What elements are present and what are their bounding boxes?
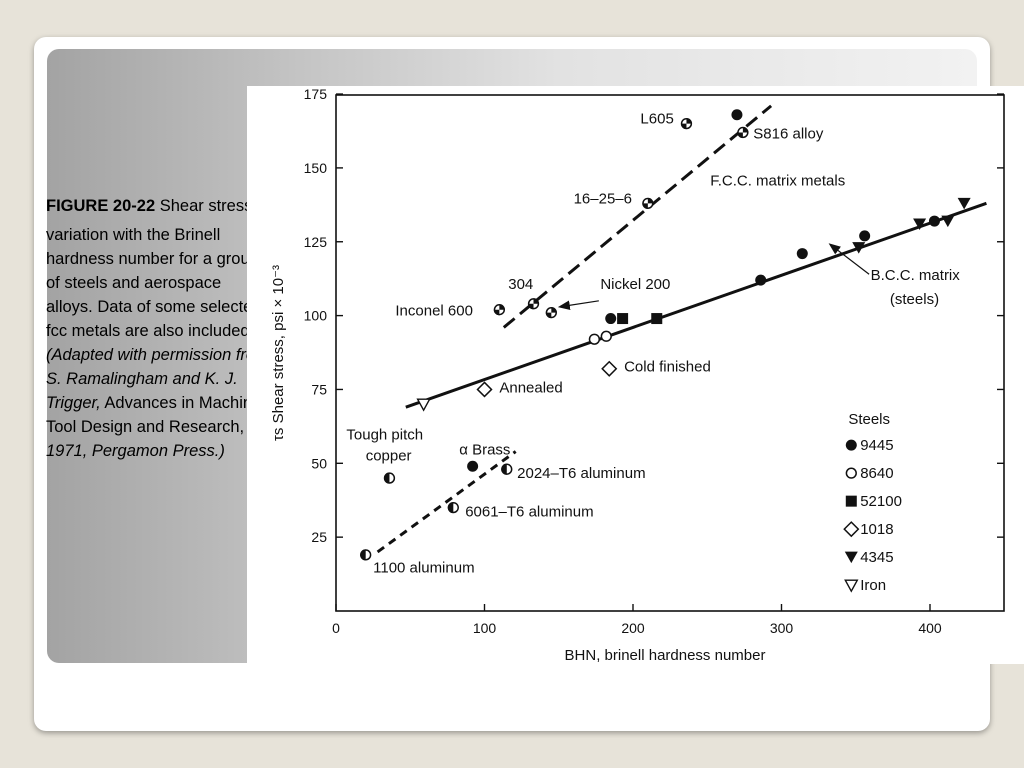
caption-label: FIGURE 20-22	[46, 197, 156, 215]
data-point	[476, 381, 493, 398]
data-point	[913, 218, 927, 231]
legend-marker	[845, 495, 857, 507]
data-point	[527, 298, 540, 310]
data-point	[796, 248, 808, 260]
shear-stress-chart: 0 100 200 300 400 25 50 75 100 125 150 175 BHN, brin…	[270, 86, 1005, 664]
legend-marker	[843, 521, 860, 538]
annotation-label: 1100 aluminum	[373, 560, 474, 577]
x-tick-label: 100	[473, 620, 497, 636]
data-point	[941, 215, 955, 228]
annotation-label: copper	[366, 447, 412, 464]
chart-area: 0 100 200 300 400 25 50 75 100 125 150 175 BHN, brin…	[247, 86, 1024, 664]
legend-marker	[845, 467, 857, 479]
annotation-label: S816 alloy	[753, 125, 824, 142]
x-tick-label: 300	[770, 620, 794, 636]
annotation-label: Tough pitch	[346, 427, 423, 444]
data-point	[755, 274, 767, 286]
plot-frame	[335, 94, 1005, 612]
data-point	[467, 460, 479, 472]
legend-label: 9445	[860, 437, 893, 454]
legend-label: Iron	[860, 577, 886, 594]
annotation-arrow	[557, 300, 599, 311]
data-point	[928, 215, 940, 227]
legend-label: 1018	[860, 521, 893, 538]
y-tick-label: 50	[311, 455, 327, 471]
data-point	[601, 360, 618, 377]
annotation-label: 304	[508, 276, 533, 293]
y-tick-label: 125	[304, 234, 328, 250]
data-point	[447, 501, 459, 514]
y-axis-label: τs Shear stress, psi × 10⁻³	[270, 265, 287, 441]
data-point	[416, 398, 431, 412]
annotation-label: Annealed	[499, 379, 562, 396]
x-tick-label: 200	[621, 620, 645, 636]
legend-label: 4345	[860, 549, 893, 566]
data-point	[600, 330, 612, 342]
caption-text1: Shear stress τ	[155, 197, 264, 215]
annotation-label: 6061–T6 aluminum	[465, 503, 593, 520]
y-tick-label: 75	[311, 381, 327, 397]
data-point	[545, 306, 557, 319]
caption-text2: variation with the Brinell hardness numb…	[46, 226, 262, 341]
x-axis-label: BHN, brinell hardness number	[565, 647, 766, 664]
annotation-label: B.C.C. matrix	[871, 267, 961, 284]
data-point	[852, 242, 866, 254]
data-point	[651, 313, 663, 325]
figure-caption: FIGURE 20-22 Shear stress τs variation w…	[46, 194, 272, 463]
y-tick-label: 150	[304, 160, 328, 176]
data-point	[680, 117, 693, 130]
caption-journal: Advances in Machine Tool Design and Rese…	[46, 394, 262, 437]
fit-line	[405, 201, 987, 409]
data-point	[731, 109, 743, 121]
annotation-label: (steels)	[890, 291, 939, 308]
annotation-label: α Brass	[459, 441, 510, 458]
caption-adapted: (Adapted with permission from S. Ramalin…	[46, 346, 269, 413]
y-tick-label: 100	[304, 308, 328, 324]
legend-title: Steels	[848, 411, 890, 428]
data-point	[617, 313, 629, 325]
annotation-label: Inconel 600	[395, 303, 473, 320]
annotation-label: 2024–T6 aluminum	[517, 465, 645, 482]
legend-label: 8640	[860, 465, 893, 482]
annotation-arrow	[828, 243, 870, 275]
fit-line	[376, 450, 517, 554]
data-point	[605, 313, 617, 325]
fit-line	[502, 104, 773, 329]
annotation-label: Cold finished	[624, 359, 711, 376]
annotation-label: L605	[640, 111, 673, 128]
data-point	[493, 304, 506, 316]
annotation-label: F.C.C. matrix metals	[710, 173, 845, 190]
x-tick-label: 400	[918, 620, 942, 636]
annotation-label: Nickel 200	[600, 276, 670, 293]
caption-pub: 1971, Pergamon Press.)	[46, 442, 225, 461]
data-point	[383, 472, 396, 484]
data-point	[360, 549, 372, 561]
data-point	[957, 197, 971, 210]
data-point	[588, 333, 601, 345]
legend-marker	[844, 551, 858, 564]
y-tick-label: 175	[304, 86, 328, 102]
data-point	[501, 463, 513, 475]
data-point	[737, 126, 749, 139]
legend-marker	[845, 439, 857, 451]
y-tick-label: 25	[311, 529, 327, 545]
legend-label: 52100	[860, 493, 902, 510]
x-tick-label: 0	[332, 620, 340, 636]
legend-marker	[844, 579, 859, 593]
data-point	[642, 197, 654, 209]
data-point	[859, 230, 871, 242]
annotation-label: 16–25–6	[574, 190, 632, 207]
